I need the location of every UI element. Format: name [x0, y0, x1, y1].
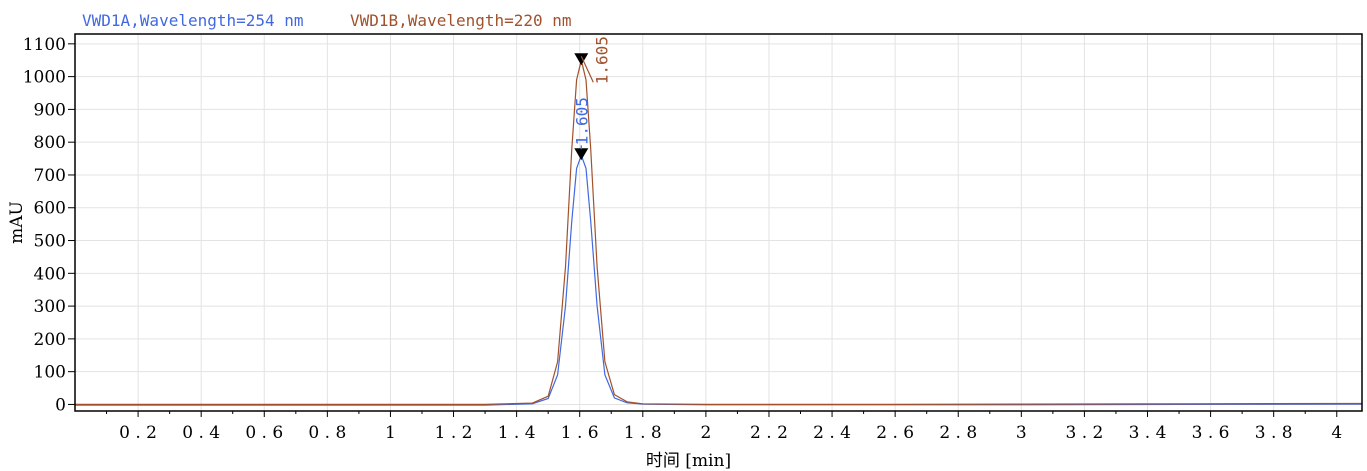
series-line-1 — [75, 60, 1363, 405]
x-axis-title: 时间 [min] — [646, 451, 731, 471]
peak-marker-0 — [574, 148, 589, 161]
x-tick-label: 2 . 4 — [813, 423, 851, 443]
legend: VWD1A,Wavelength=254 nm VWD1B,Wavelength… — [82, 11, 572, 30]
x-tick-label: 3 . 2 — [1065, 423, 1103, 443]
x-tick-label: 1 . 8 — [624, 423, 662, 443]
x-tick-label: 2 — [700, 423, 711, 443]
x-tick-label: 1 . 4 — [498, 423, 536, 443]
y-tick-label: 900 — [34, 100, 66, 120]
y-tick-label: 1000 — [23, 68, 66, 88]
x-tick-label: 3 . 8 — [1255, 423, 1293, 443]
x-tick-label: 4 — [1331, 423, 1342, 443]
x-tick-label: 3 . 4 — [1129, 423, 1167, 443]
plot-frame — [74, 33, 1363, 412]
grid — [75, 34, 1362, 411]
series-line-0 — [75, 153, 1363, 406]
x-tick-label: 2 . 2 — [750, 423, 788, 443]
x-tick-label: 1 . 2 — [435, 423, 473, 443]
x-tick-label: 0 . 6 — [245, 423, 283, 443]
x-tick-label: 1 . 6 — [561, 423, 599, 443]
x-tick-label: 2 . 8 — [939, 423, 977, 443]
y-tick-label: 500 — [34, 232, 66, 252]
x-tick-label: 0 . 2 — [119, 423, 157, 443]
peak-leader-1 — [580, 55, 594, 83]
x-tick-label: 2 . 6 — [876, 423, 914, 443]
y-tick-label: 600 — [34, 199, 66, 219]
y-tick-label: 200 — [34, 330, 66, 350]
series-layer — [75, 60, 1363, 406]
y-tick-label: 700 — [34, 166, 66, 186]
x-tick-label: 0 . 4 — [182, 423, 220, 443]
peak-label-0: 1.605 — [572, 97, 591, 145]
y-axis: 0 100 200 300 400 500 600 700 800 900 1000 1100 — [23, 35, 75, 415]
y-tick-label: 1100 — [23, 35, 66, 55]
y-tick-label: 800 — [34, 133, 66, 153]
y-tick-label: 100 — [34, 363, 66, 383]
y-tick-label: 300 — [34, 297, 66, 317]
x-tick-label: 1 — [385, 423, 396, 443]
x-tick-label: 3 — [1016, 423, 1027, 443]
y-tick-label: 0 — [55, 395, 66, 415]
x-tick-label: 0 . 8 — [308, 423, 346, 443]
y-axis-title: mAU — [7, 201, 27, 244]
x-tick-label: 3 . 6 — [1192, 423, 1230, 443]
legend-entry-254nm: VWD1A,Wavelength=254 nm — [82, 11, 304, 30]
y-tick-label: 400 — [34, 264, 66, 284]
legend-entry-220nm: VWD1B,Wavelength=220 nm — [350, 11, 572, 30]
peak-label-1: 1.605 — [592, 36, 611, 84]
x-axis: 0 . 2 0 . 4 0 . 6 0 . 8 1 1 . 2 1 . 4 1 . 6 1 . … — [106, 411, 1342, 443]
peak-marker-1 — [574, 53, 589, 66]
